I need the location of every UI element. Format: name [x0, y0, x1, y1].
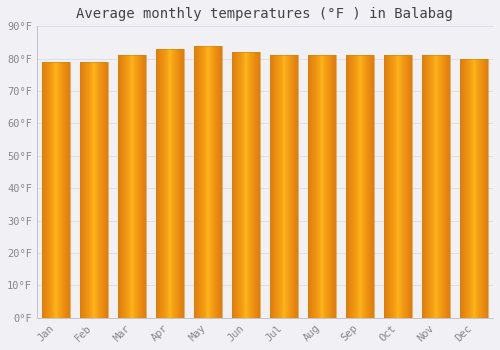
Bar — [194, 46, 222, 318]
Bar — [42, 62, 70, 318]
Title: Average monthly temperatures (°F ) in Balabag: Average monthly temperatures (°F ) in Ba… — [76, 7, 454, 21]
Bar — [270, 55, 298, 318]
Bar — [422, 55, 450, 318]
Bar — [308, 55, 336, 318]
Bar — [156, 49, 184, 318]
Bar — [118, 55, 146, 318]
Bar — [384, 55, 412, 318]
Bar — [346, 55, 374, 318]
Bar — [80, 62, 108, 318]
Bar — [460, 59, 488, 318]
Bar — [232, 52, 260, 318]
